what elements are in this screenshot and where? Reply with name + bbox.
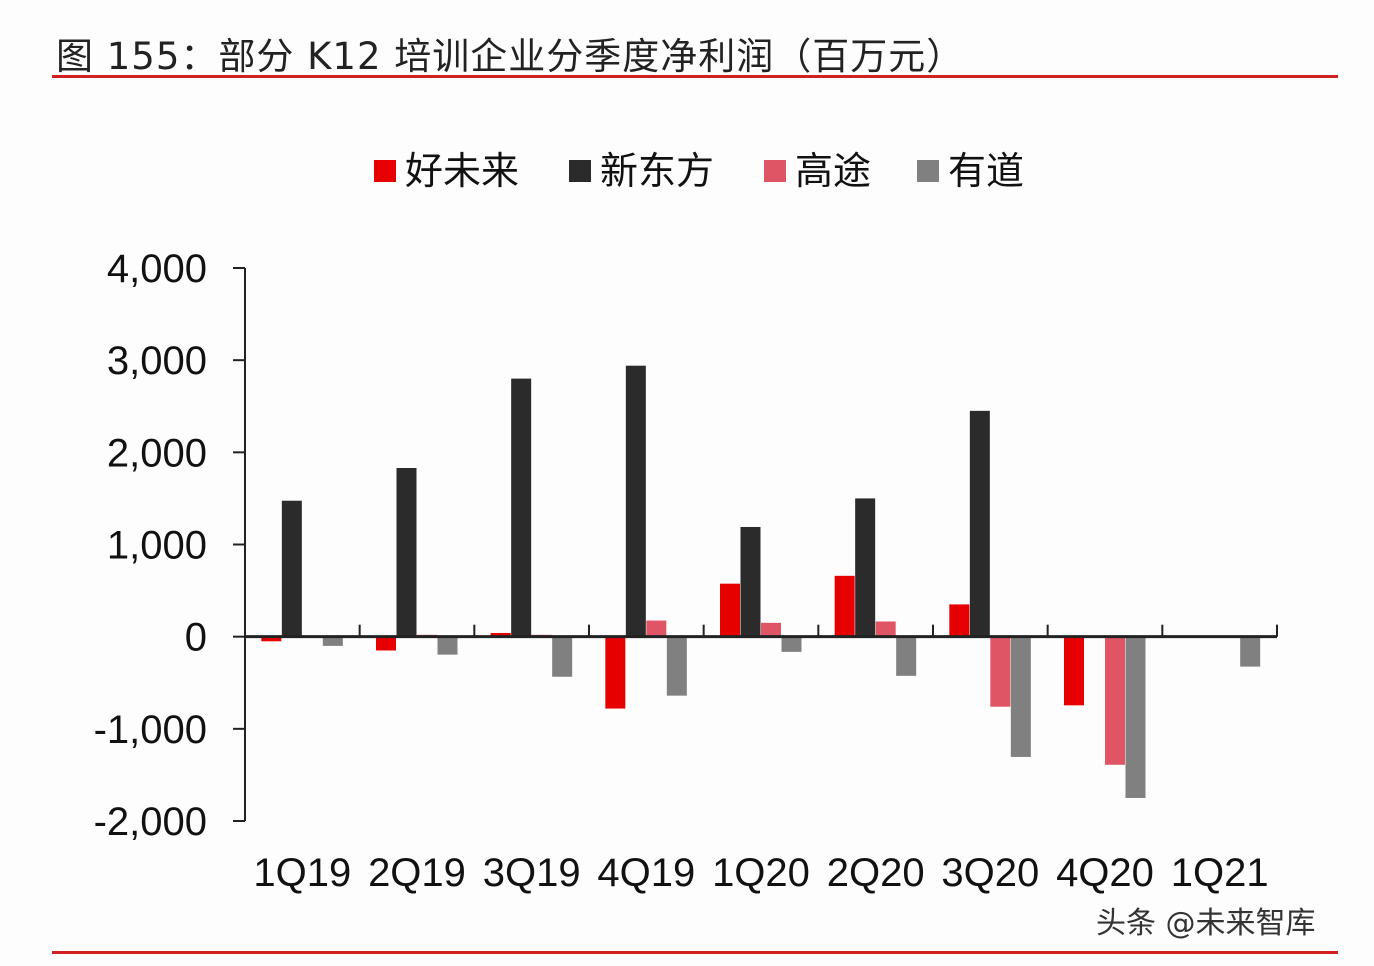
bar-1Q19-1: [281, 500, 302, 637]
axes: 4,000 3,000 2,000 1,000 0 -1,000 -2,000 1Q19 2Q1…: [94, 247, 1278, 895]
y-tick-label: -1,000: [94, 708, 207, 752]
bars: [261, 365, 1261, 798]
bar-4Q20-2: [1105, 636, 1125, 765]
bar-3Q20-2: [990, 636, 1011, 707]
bar-1Q20-1: [740, 526, 761, 637]
x-tick-label: 3Q19: [483, 851, 581, 895]
x-tick-label: 4Q20: [1056, 851, 1154, 895]
bar-4Q20-3: [1125, 636, 1146, 798]
bar-2Q19-1: [396, 468, 417, 637]
bar-2Q20-1: [855, 498, 876, 637]
legend-label: 有道: [948, 149, 1024, 193]
bar-3Q20-3: [1010, 636, 1031, 757]
legend: 好未来 新东方 高途 有道: [374, 149, 1024, 193]
bar-4Q19-0: [605, 636, 626, 709]
bar-4Q20-0: [1064, 636, 1084, 706]
bar-3Q20-1: [969, 410, 990, 637]
bar-2Q19-0: [376, 636, 396, 651]
bar-2Q20-2: [875, 621, 896, 637]
bar-1Q20-3: [781, 636, 802, 652]
y-tick-label: 0: [185, 616, 207, 660]
bar-1Q20-0: [720, 583, 740, 637]
y-tick-label: 1,000: [107, 524, 207, 568]
bar-4Q19-3: [666, 636, 687, 696]
title-divider: [52, 75, 1338, 78]
bar-1Q19-3: [322, 636, 343, 646]
y-tick-label: 3,000: [107, 339, 207, 383]
legend-swatch: [764, 160, 786, 182]
bar-3Q19-1: [511, 378, 532, 637]
legend-swatch: [569, 160, 591, 182]
y-tick-label: 2,000: [107, 431, 207, 475]
x-tick-label: 3Q20: [941, 851, 1039, 895]
x-tick-label: 1Q21: [1171, 851, 1269, 895]
bottom-divider: [52, 951, 1338, 954]
legend-label: 新东方: [600, 149, 714, 193]
figure-title: 图 155：部分 K12 培训企业分季度净利润（百万元）: [56, 35, 965, 78]
bar-4Q19-2: [646, 620, 667, 637]
bar-1Q19-0: [261, 636, 282, 642]
bar-2Q20-0: [834, 575, 855, 637]
x-tick-label: 2Q20: [827, 851, 925, 895]
bar-2Q19-3: [437, 636, 458, 655]
x-tick-label: 1Q19: [253, 851, 351, 895]
y-tick-label: -2,000: [94, 800, 207, 844]
legend-label: 高途: [795, 149, 871, 193]
bar-1Q21-3: [1240, 636, 1261, 667]
bar-2Q20-3: [896, 636, 917, 676]
bar-1Q20-2: [761, 622, 781, 637]
legend-swatch: [374, 160, 396, 182]
bar-3Q20-0: [949, 604, 970, 637]
y-tick-label: 4,000: [107, 247, 207, 291]
legend-swatch: [917, 160, 939, 182]
watermark: 头条 @未来智库: [1096, 906, 1316, 941]
bar-4Q19-1: [625, 365, 646, 637]
x-tick-label: 4Q19: [597, 851, 695, 895]
bar-3Q19-3: [552, 636, 573, 677]
x-tick-label: 1Q20: [712, 851, 810, 895]
legend-label: 好未来: [405, 149, 519, 193]
x-tick-label: 2Q19: [368, 851, 466, 895]
bar-3Q19-0: [490, 632, 511, 637]
